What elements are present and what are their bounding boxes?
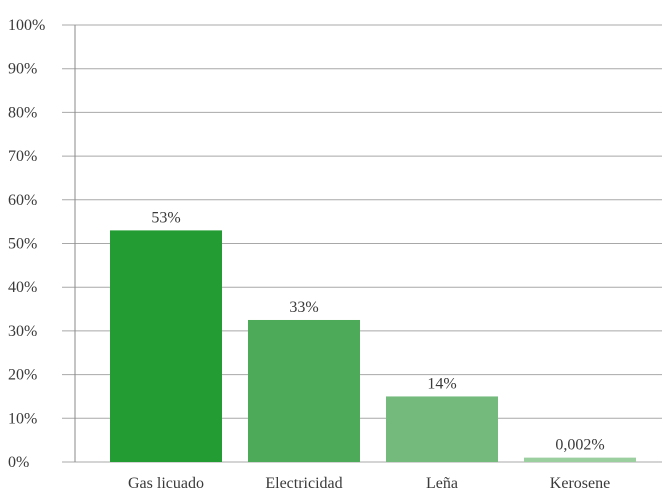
bar	[110, 230, 222, 462]
x-axis-category-labels: Gas licuado Electricidad Leña Kerosene	[128, 475, 610, 491]
bar	[248, 319, 360, 462]
x-category-label: Gas licuado	[128, 475, 204, 491]
x-category-label: Leña	[426, 475, 458, 491]
y-tick-label: 100%	[8, 17, 45, 34]
y-tick-label: 0%	[8, 454, 29, 471]
data-label: 33%	[289, 299, 318, 316]
y-tick-label: 20%	[8, 367, 37, 384]
y-tick-label: 60%	[8, 192, 37, 209]
x-category-label: Electricidad	[265, 475, 342, 491]
data-label: 0,002%	[555, 437, 604, 454]
y-axis-tick-labels: 0% 10% 20% 30% 40% 50% 60% 70% 80% 90% 100%	[8, 17, 45, 471]
y-tick-label: 50%	[8, 236, 37, 253]
y-tick-label: 30%	[8, 323, 37, 340]
x-category-label: Kerosene	[550, 475, 610, 491]
y-tick-label: 70%	[8, 148, 37, 165]
data-label: 53%	[151, 209, 180, 226]
data-labels: 53% 33% 14% 0,002%	[151, 209, 604, 453]
bars	[110, 230, 636, 462]
y-tick-label: 40%	[8, 279, 37, 296]
bar	[524, 457, 636, 462]
y-tick-label: 10%	[8, 410, 37, 427]
data-label: 14%	[427, 375, 456, 392]
y-tick-label: 80%	[8, 104, 37, 121]
y-tick-label: 90%	[8, 61, 37, 78]
bar	[386, 396, 498, 462]
